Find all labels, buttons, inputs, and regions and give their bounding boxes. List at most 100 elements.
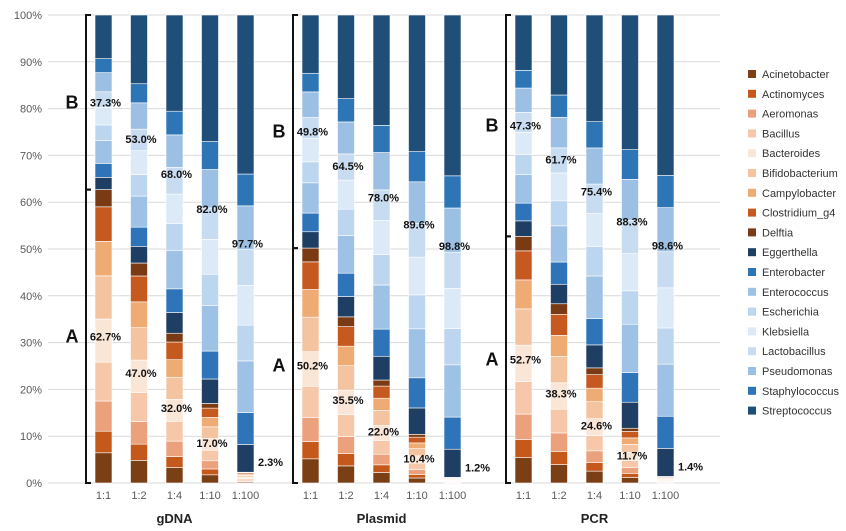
bar-segment (372, 410, 391, 426)
bar-segment (372, 385, 391, 399)
group-label: gDNA (156, 511, 193, 526)
bar-segment (621, 179, 639, 221)
bar-segment (408, 477, 426, 484)
legend-swatch (748, 89, 756, 98)
bar-segment (514, 439, 533, 458)
bar-segment (337, 208, 355, 236)
bar-segment (514, 132, 533, 155)
legend-entry: Acinetobacter (762, 69, 830, 81)
bar-segment (165, 193, 184, 225)
bar-segment (372, 355, 391, 381)
bar-segment (165, 359, 184, 378)
legend-swatch (748, 169, 756, 177)
a-bracket-label: A (273, 356, 286, 376)
bar-segment (301, 261, 320, 290)
bar-segment (301, 161, 320, 184)
x-category-label: 1:100 (652, 490, 680, 502)
bar-segment (130, 102, 148, 130)
bar-segment (165, 223, 184, 251)
legend-entry: Staphylococcus (762, 386, 840, 398)
bar-segment (130, 262, 148, 277)
bar-segment (130, 392, 148, 422)
bar-segment (94, 140, 113, 164)
bar-segment (165, 134, 184, 168)
bar-segment (165, 376, 184, 400)
bar-segment (514, 236, 533, 252)
bar-segment (621, 149, 639, 180)
bar-segment (201, 460, 219, 470)
bar-segment (585, 147, 604, 185)
legend-entry: Streptococcus (762, 406, 832, 418)
y-tick-label: 50% (20, 244, 42, 256)
legend-entry: Enterococcus (762, 287, 829, 299)
bar-segment (656, 251, 675, 289)
bar-segment (408, 436, 426, 444)
bar-segment (165, 110, 184, 136)
bar-segment (621, 467, 639, 474)
bar-segment (585, 401, 604, 419)
legend-swatch (748, 268, 756, 276)
bar-segment (550, 283, 568, 305)
bar-segment (372, 440, 391, 455)
bar-segment (130, 14, 148, 85)
bar-segment (550, 14, 568, 96)
bracket (505, 235, 511, 484)
bar-segment (514, 413, 533, 440)
bar-segment (514, 202, 533, 222)
a-percent-label: 2.3% (258, 457, 283, 469)
bar-segment (130, 246, 148, 264)
bar-segment (585, 121, 604, 149)
bar-segment (337, 453, 355, 467)
legend-entry: Bacillus (762, 128, 800, 140)
bar-segment (621, 372, 639, 403)
bar-segment (201, 305, 219, 352)
bar-segment (408, 407, 426, 435)
b-percent-label: 89.6% (403, 220, 434, 232)
b-percent-label: 64.5% (332, 161, 363, 173)
a-percent-label: 50.2% (297, 361, 328, 373)
bar-segment (514, 70, 533, 89)
bar-segment (550, 335, 568, 357)
bar-segment (372, 152, 391, 191)
b-bracket-label: B (486, 116, 499, 136)
bar-segment (301, 182, 320, 214)
legend-entry: Eggerthella (762, 247, 819, 259)
bar-segment (236, 412, 255, 445)
legend-swatch (748, 208, 756, 217)
legend-swatch (748, 287, 756, 296)
b-bracket-label: B (66, 92, 79, 112)
x-category-label: 1:100 (232, 490, 260, 502)
bar-segment (656, 287, 675, 329)
bar-segment (656, 175, 675, 208)
bar-segment (301, 247, 320, 263)
bar-segment (372, 379, 391, 387)
bar-segment (621, 323, 639, 373)
bar-segment (165, 312, 184, 334)
y-tick-label: 100% (14, 10, 42, 22)
bar-segment (301, 316, 320, 353)
bar-segment (550, 356, 568, 384)
b-percent-label: 78.0% (368, 193, 399, 205)
a-percent-label: 10.4% (403, 454, 434, 466)
bar-segment (550, 313, 568, 336)
legend-swatch (748, 307, 756, 316)
y-tick-label: 30% (20, 338, 42, 350)
bar-segment (165, 467, 184, 484)
bar-segment (550, 432, 568, 452)
bar-segment (372, 14, 391, 126)
legend-entry: Campylobacter (762, 188, 836, 200)
bar-segment (408, 328, 426, 379)
bar-segment (408, 469, 426, 475)
bar-segment (372, 220, 391, 255)
bar-segment (165, 332, 184, 343)
bar-segment (201, 417, 219, 428)
bar-segment (408, 151, 426, 183)
b-percent-label: 61.7% (545, 154, 576, 166)
a-percent-label: 17.0% (196, 438, 227, 450)
bar-segment (236, 360, 255, 413)
x-category-label: 1:4 (374, 490, 389, 502)
bar-segment (94, 452, 113, 484)
bar-segment (408, 377, 426, 409)
y-tick-label: 10% (20, 431, 42, 443)
x-category-label: 1:2 (131, 490, 146, 502)
